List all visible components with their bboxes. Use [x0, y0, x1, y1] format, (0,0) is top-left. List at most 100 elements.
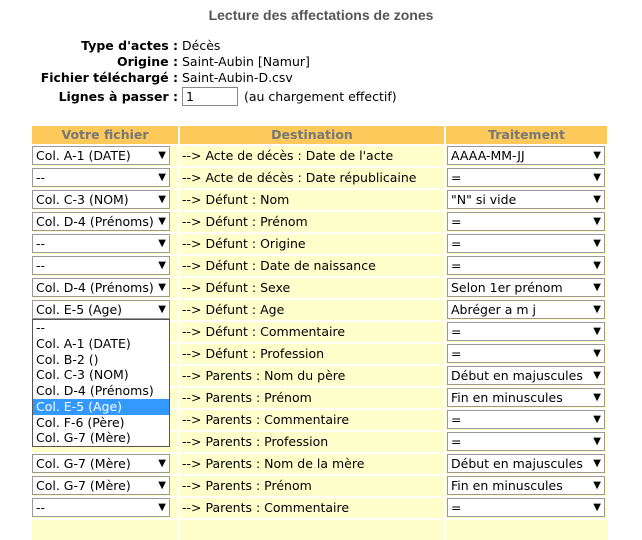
row-cell	[180, 234, 444, 254]
file-select[interactable]: Col. D-4 (Prénoms) ▼	[32, 212, 170, 231]
file-select-value: Col. E-5 (Age)	[36, 302, 123, 317]
row-cell	[180, 256, 444, 276]
destination: --> Parents : Commentaire	[182, 412, 350, 427]
row-cell	[180, 366, 444, 386]
file-select[interactable]: -- ▼	[32, 168, 170, 187]
treatment-select-value: Fin en minuscules	[451, 390, 563, 405]
row-cell	[180, 322, 444, 342]
file-select-value: Col. C-3 (NOM)	[36, 192, 129, 207]
skip-input[interactable]: 1	[182, 87, 238, 106]
file-select[interactable]: Col. G-7 (Mère) ▼	[32, 476, 170, 495]
destination: --> Parents : Prénom	[182, 478, 312, 493]
destination: --> Acte de décès : Date de l'acte	[182, 148, 394, 163]
dropdown-list: -- Col. A-1 (DATE) Col. B-2 () Col. C-3 (NO…	[32, 319, 170, 447]
treatment-select-value: =	[451, 236, 462, 251]
treatment-select[interactable]: = ▼	[447, 256, 605, 275]
treatment-select[interactable]: = ▼	[447, 322, 605, 341]
dropdown-option[interactable]: --	[36, 320, 46, 335]
treatment-select[interactable]: Fin en minuscules ▼	[447, 476, 605, 495]
treatment-select-value: =	[451, 412, 462, 427]
file-select-value: --	[36, 236, 46, 251]
row-cell	[180, 344, 444, 364]
row-cell	[180, 476, 444, 496]
info-label: Type d'actes :	[81, 38, 178, 53]
dropdown-arrow: ▼	[593, 348, 601, 359]
destination: --> Parents : Nom du père	[182, 368, 346, 383]
row-cell	[180, 454, 444, 474]
file-select[interactable]: Col. A-1 (DATE) ▼	[32, 146, 170, 165]
treatment-select-value: =	[451, 258, 462, 273]
dropdown-arrow: ▼	[593, 480, 601, 491]
dropdown-arrow: ▼	[158, 194, 166, 205]
treatment-select-value: "N" si vide	[451, 192, 517, 207]
dropdown-option[interactable]: Col. E-5 (Age)	[33, 398, 169, 415]
dropdown-arrow: ▼	[593, 216, 601, 227]
dropdown-arrow: ▼	[593, 172, 601, 183]
file-select-value: Col. D-4 (Prénoms)	[36, 280, 154, 295]
dropdown-arrow: ▼	[593, 436, 601, 447]
dropdown-arrow: ▼	[593, 326, 601, 337]
treatment-select-value: =	[451, 434, 462, 449]
dropdown-arrow: ▼	[158, 172, 166, 183]
row-cell	[180, 520, 444, 540]
dropdown-arrow: ▼	[158, 216, 166, 227]
dropdown-option[interactable]: Col. D-4 (Prénoms)	[36, 383, 154, 398]
file-select[interactable]: -- ▼	[32, 234, 170, 253]
file-select[interactable]: Col. C-3 (NOM) ▼	[32, 190, 170, 209]
treatment-select[interactable]: = ▼	[447, 432, 605, 451]
file-select[interactable]: Col. E-5 (Age) ▼	[32, 300, 170, 319]
treatment-select-value: =	[451, 170, 462, 185]
treatment-select[interactable]: Selon 1er prénom ▼	[447, 278, 605, 297]
treatment-select[interactable]: "N" si vide ▼	[447, 190, 605, 209]
dropdown-option[interactable]: Col. G-7 (Mère)	[36, 430, 131, 446]
row-cell	[180, 190, 444, 210]
dropdown-arrow: ▼	[158, 150, 166, 161]
treatment-select[interactable]: AAAA-MM-JJ ▼	[447, 146, 605, 165]
dropdown-arrow: ▼	[593, 260, 601, 271]
dropdown-arrow: ▼	[158, 260, 166, 271]
dropdown-option[interactable]: Col. A-1 (DATE)	[36, 335, 131, 351]
dropdown-option[interactable]: Col. F-6 (Père)	[36, 414, 125, 430]
row-cell	[180, 168, 444, 188]
file-select[interactable]: -- ▼	[32, 498, 170, 517]
destination: --> Défunt : Sexe	[182, 280, 291, 295]
treatment-select[interactable]: Début en majuscules ▼	[447, 454, 605, 473]
destination: --> Défunt : Commentaire	[182, 324, 346, 339]
file-select-value: --	[36, 500, 46, 515]
treatment-select[interactable]: = ▼	[447, 344, 605, 363]
destination: --> Parents : Nom de la mère	[182, 456, 365, 471]
dropdown-arrow: ▼	[593, 238, 601, 249]
file-select[interactable]: Col. D-4 (Prénoms) ▼	[32, 278, 170, 297]
treatment-select[interactable]: = ▼	[447, 212, 605, 231]
dropdown-option[interactable]: Col. B-2 ()	[36, 351, 99, 367]
destination: --> Parents : Prénom	[182, 390, 312, 405]
destination: --> Défunt : Profession	[182, 346, 325, 361]
treatment-select[interactable]: = ▼	[447, 168, 605, 187]
treatment-select[interactable]: = ▼	[447, 498, 605, 517]
destination: --> Défunt : Origine	[182, 236, 306, 251]
treatment-select[interactable]: Abréger a m j ▼	[447, 300, 605, 319]
file-select-value: --	[36, 258, 46, 273]
row-cell	[180, 498, 444, 518]
file-select[interactable]: Col. G-7 (Mère) ▼	[32, 454, 170, 473]
treatment-select[interactable]: = ▼	[447, 410, 605, 429]
dropdown-arrow: ▼	[593, 304, 601, 315]
treatment-select-value: =	[451, 346, 462, 361]
row-cell	[32, 520, 178, 540]
page-title: Lecture des affectations de zones	[208, 7, 434, 23]
skip-note: (au chargement effectif)	[244, 89, 397, 104]
row-cell	[180, 432, 444, 452]
destination: --> Parents : Commentaire	[182, 500, 350, 515]
column-header: Destination	[180, 126, 444, 144]
treatment-select[interactable]: Fin en minuscules ▼	[447, 388, 605, 407]
dropdown-option[interactable]: Col. C-3 (NOM)	[36, 367, 129, 383]
treatment-select[interactable]: Début en majuscules ▼	[447, 366, 605, 385]
treatment-select-value: Fin en minuscules	[451, 478, 563, 493]
treatment-select-value: =	[451, 214, 462, 229]
dropdown-arrow: ▼	[158, 238, 166, 249]
row-cell	[180, 212, 444, 232]
treatment-select[interactable]: = ▼	[447, 234, 605, 253]
dropdown-arrow: ▼	[158, 502, 166, 513]
row-cell	[180, 278, 444, 298]
file-select[interactable]: -- ▼	[32, 256, 170, 275]
